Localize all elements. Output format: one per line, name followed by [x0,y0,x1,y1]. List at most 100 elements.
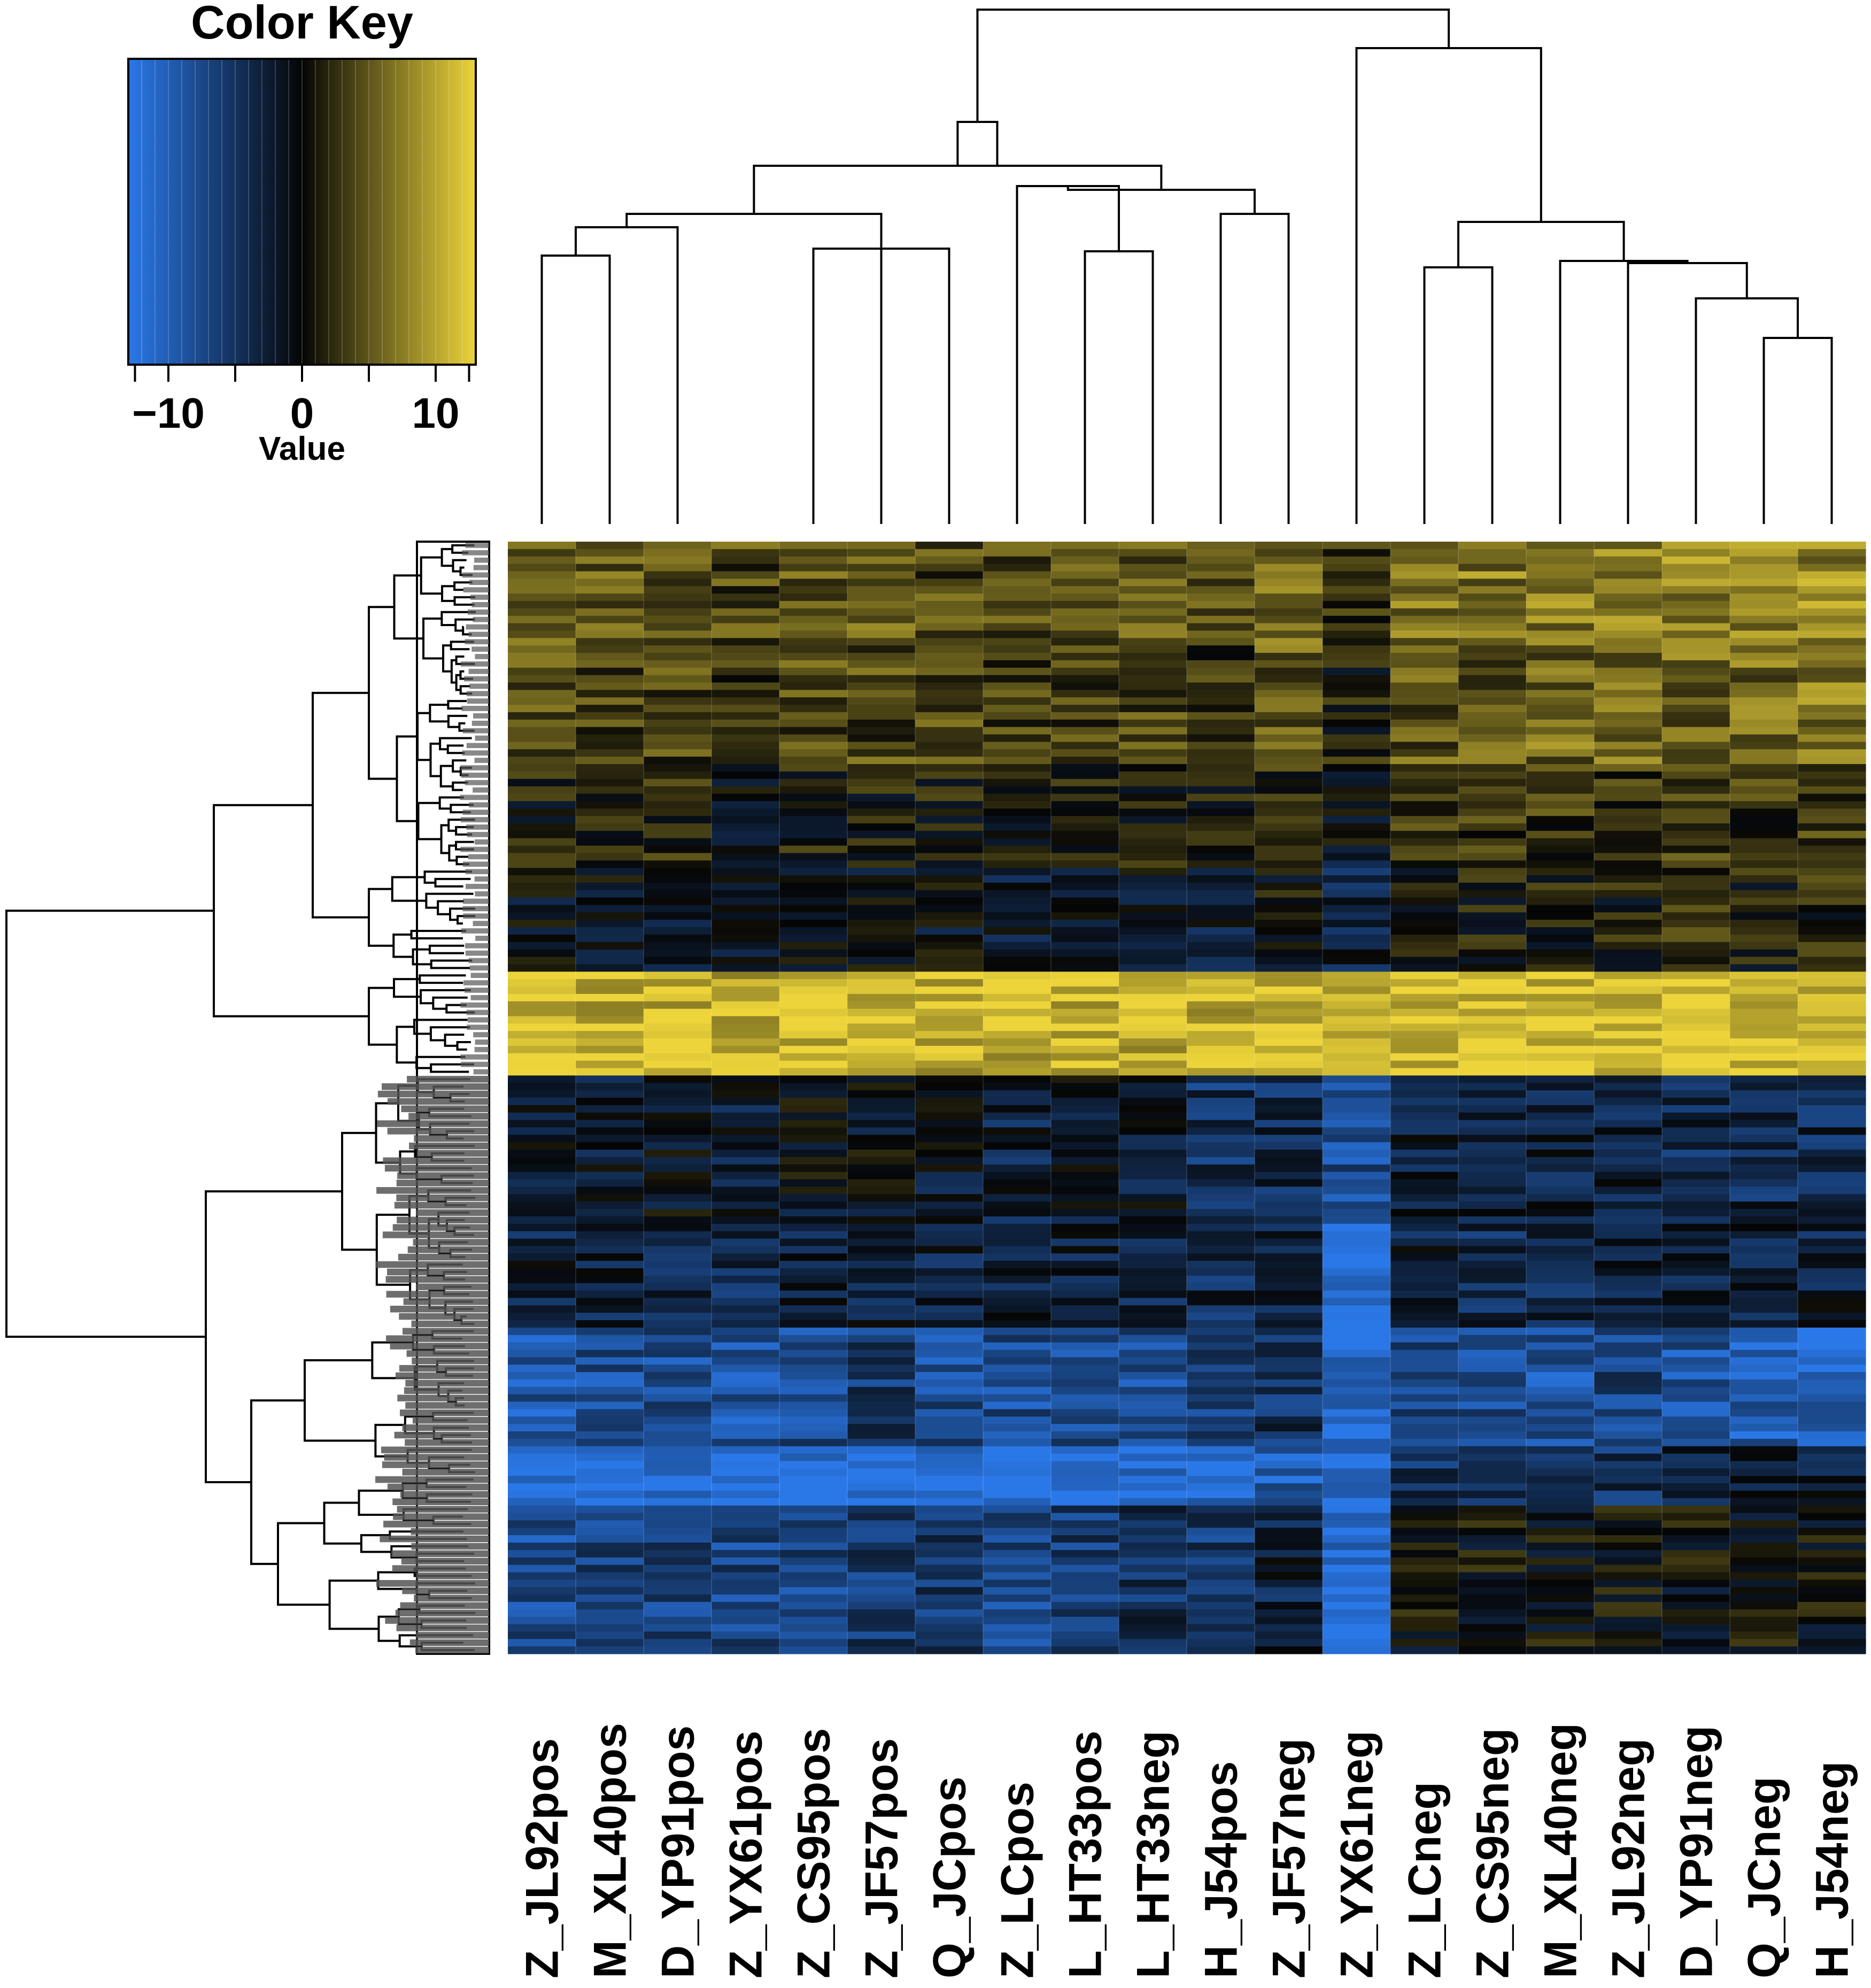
heatmap-cell [1323,934,1391,943]
heatmap-cell [576,690,644,698]
heatmap-cell [1526,1098,1595,1106]
heatmap-cell [779,1476,848,1484]
heatmap-cell [1526,727,1595,735]
heatmap-cell [1662,1557,1730,1566]
heatmap-cell [1323,1379,1391,1388]
heatmap-cell [508,1572,576,1580]
heatmap-cell [983,1008,1052,1017]
heatmap-cell [712,1112,780,1121]
heatmap-cell [712,1609,780,1617]
heatmap-cell [712,705,780,713]
heatmap-cell [915,1098,984,1106]
heatmap-cell [1119,556,1187,565]
heatmap-cell [847,1194,916,1202]
heatmap-cell [1798,764,1866,772]
heatmap-cell [576,1008,644,1017]
heatmap-cell [508,949,576,958]
heatmap-cell [847,1313,916,1321]
heatmap-cell [1323,1201,1391,1209]
heatmap-cell [1390,1587,1459,1595]
heatmap-cell [779,1624,848,1632]
heatmap-cell [576,1357,644,1365]
heatmap-cell [508,1357,576,1365]
heatmap-cell [1187,808,1255,816]
heatmap-cell [576,1098,644,1106]
heatmap-cell [1526,1179,1595,1187]
heatmap-cell [1390,1068,1459,1076]
heatmap-cell [1119,1476,1187,1484]
heatmap-cell [576,571,644,579]
heatmap-cell [1390,1579,1459,1588]
heatmap-cell [1458,853,1527,861]
heatmap-cell [1187,1179,1255,1187]
heatmap-cell [1730,1386,1798,1395]
heatmap-cell [712,1186,780,1195]
heatmap-cell [1187,1646,1255,1654]
heatmap-cell [1255,1186,1323,1195]
heatmap-cell [1526,845,1595,853]
heatmap-cell [1051,1394,1119,1403]
heatmap-cell [1390,1468,1459,1476]
heatmap-cell [508,1587,576,1595]
heatmap-cell [1323,1320,1391,1328]
heatmap-cell [1323,1372,1391,1380]
heatmap-cell [1458,1357,1527,1365]
heatmap-cell [1187,1601,1255,1610]
heatmap-cell [1730,897,1798,906]
heatmap-cell [1119,1468,1187,1476]
heatmap-cell [1323,682,1391,690]
heatmap-cell [1798,1624,1866,1632]
heatmap-cell [1051,1246,1119,1254]
heatmap-cell [1458,1601,1527,1610]
heatmap-cell [1662,1305,1730,1313]
heatmap-cell [1798,1120,1866,1128]
heatmap-cell [1323,1401,1391,1409]
heatmap-cell [1255,579,1323,587]
heatmap-cell [1390,1461,1459,1469]
heatmap-cell [508,660,576,668]
heatmap-cell [1730,1179,1798,1187]
heatmap-cell [779,1053,848,1061]
heatmap-cell [1051,1090,1119,1098]
heatmap-cell [1187,1350,1255,1358]
heatmap-cell [1051,1639,1119,1647]
heatmap-cell [1187,771,1255,780]
heatmap-cell [915,1601,984,1610]
heatmap-cell [1390,979,1459,987]
heatmap-cell [1187,1194,1255,1202]
heatmap-cell [1390,1424,1459,1432]
heatmap-cell [1594,1313,1663,1321]
heatmap-cell [779,1490,848,1499]
heatmap-cell [1051,556,1119,565]
heatmap-cell [983,1201,1052,1209]
row-dendrogram-branch [428,944,465,954]
heatmap-cell [1730,1601,1798,1610]
heatmap-cell [1187,838,1255,846]
heatmap-cell [1458,927,1527,935]
heatmap-cell [644,1579,712,1588]
heatmap-cell [1119,1268,1187,1276]
heatmap-cell [1323,549,1391,557]
heatmap-cell [915,727,984,735]
column-label: M_XL40pos [585,1723,636,1978]
heatmap-cell [1051,1550,1119,1558]
heatmap-cell [508,1483,576,1491]
heatmap-cell [1255,1535,1323,1543]
heatmap-cell [1458,1305,1527,1313]
heatmap-cell [1730,1001,1798,1010]
heatmap-cell [1255,964,1323,972]
heatmap-cell [508,1001,576,1010]
heatmap-cell [1390,542,1459,550]
heatmap-cell [915,1275,984,1284]
heatmap-cell [1730,638,1798,646]
heatmap-cell [1458,823,1527,831]
heatmap-cell [1390,920,1459,928]
heatmap-cell [712,1498,780,1506]
heatmap-cell [644,600,712,609]
heatmap-cell [847,1223,916,1232]
heatmap-cell [1390,586,1459,594]
column-dendrogram-branch [1627,262,1748,524]
heatmap-cell [1662,1320,1730,1328]
heatmap-cell [508,1179,576,1187]
heatmap-cell [1526,1557,1595,1566]
